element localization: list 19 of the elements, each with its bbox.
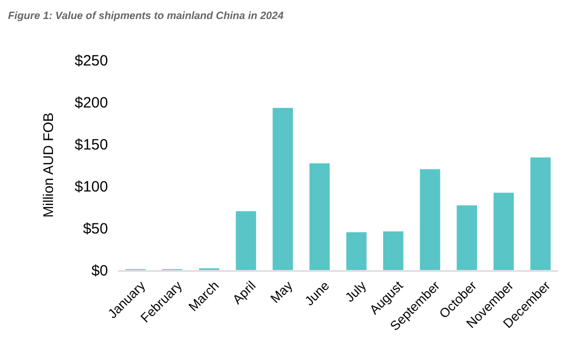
x-tick-label: May bbox=[267, 278, 296, 306]
y-tick-label: $100 bbox=[74, 178, 108, 196]
bar bbox=[456, 205, 477, 270]
bar bbox=[530, 157, 551, 270]
bar bbox=[346, 232, 367, 270]
y-tick-label: $150 bbox=[74, 136, 108, 154]
y-tick-label: $250 bbox=[74, 52, 108, 70]
bar bbox=[494, 192, 514, 270]
y-axis-title: Million AUD FOB bbox=[40, 112, 56, 218]
chart-title: Figure 1: Value of shipments to mainland China in 2024 bbox=[8, 10, 284, 22]
bar bbox=[383, 231, 404, 270]
y-tick-label: $200 bbox=[74, 94, 108, 112]
y-tick-label: $0 bbox=[91, 262, 108, 280]
bar bbox=[272, 108, 293, 270]
x-tick-label: July bbox=[342, 278, 370, 305]
bar bbox=[420, 169, 440, 270]
y-tick-label: $50 bbox=[82, 220, 108, 238]
bar bbox=[309, 163, 330, 270]
bar bbox=[236, 211, 256, 270]
